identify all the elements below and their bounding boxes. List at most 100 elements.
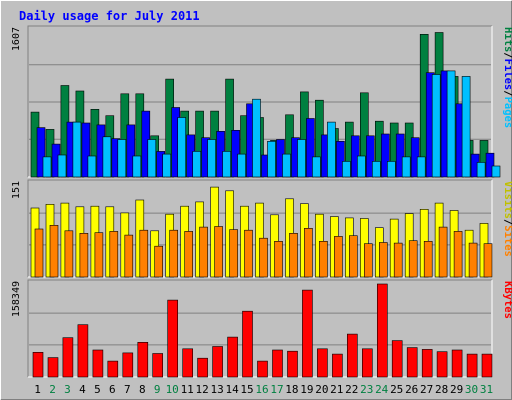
bar-kbytes-day-24 xyxy=(376,283,388,378)
legend-item: Sites xyxy=(502,225,512,257)
bar-pages-day-24 xyxy=(386,161,396,178)
bar-pages-day-16 xyxy=(267,141,276,178)
bar-sites-day-22 xyxy=(348,235,358,278)
x-tick-label-28: 28 xyxy=(435,383,448,396)
bar-kbytes-day-26 xyxy=(406,347,418,378)
bar-pages-day-1 xyxy=(42,156,52,178)
panel-bevel-dark xyxy=(27,25,492,177)
bar-pages-day-27 xyxy=(431,74,441,178)
legend-item: Pages xyxy=(502,97,512,129)
x-tick-label-30: 30 xyxy=(465,383,478,396)
bar-sites-day-31 xyxy=(483,243,493,278)
x-tick-label-17: 17 xyxy=(270,383,283,396)
bar-kbytes-day-19 xyxy=(302,289,313,378)
x-axis-labels: 1 2 3 4 5 6 7 8 9 10 11 12 13 14 15 16 17 18 19 20 21 22 23 24 2… xyxy=(34,383,493,396)
bar-pages-day-3 xyxy=(72,121,82,178)
bar-kbytes-day-29 xyxy=(451,349,463,378)
bar-kbytes-day-8 xyxy=(137,341,149,378)
scale-label: 151 xyxy=(11,181,22,199)
bar-pages-day-26 xyxy=(416,156,426,178)
panel-bevel-dark xyxy=(27,279,492,377)
bar-sites-day-25 xyxy=(393,242,403,278)
scale-label: 158349 xyxy=(11,281,22,317)
chart-panels: 1607 151 158349 xyxy=(11,25,501,378)
bar-pages-day-28 xyxy=(446,70,456,178)
legend-pages-files-hits: Hits/Files/Pages xyxy=(502,27,512,128)
legend-item: / xyxy=(502,219,512,225)
bar-sites-day-13 xyxy=(214,226,223,278)
bar-pages-day-6 xyxy=(117,139,127,178)
bar-pages-day-9 xyxy=(162,153,171,178)
bar-kbytes-day-31 xyxy=(481,353,493,378)
bars-pages-files-hits xyxy=(30,32,501,178)
legend-kbytes: KBytes xyxy=(502,281,512,319)
bar-sites-day-7 xyxy=(124,234,134,278)
bar-pages-day-7 xyxy=(132,155,142,178)
bar-pages-day-17 xyxy=(282,153,291,178)
bar-pages-day-13 xyxy=(222,151,231,178)
x-tick-label-9: 9 xyxy=(154,383,161,396)
bar-kbytes-day-30 xyxy=(466,353,478,378)
bar-pages-day-10 xyxy=(177,117,186,178)
bar-kbytes-day-16 xyxy=(257,360,268,378)
legend-item: KBytes xyxy=(502,281,512,319)
bar-sites-day-17 xyxy=(274,241,283,278)
bar-kbytes-day-12 xyxy=(197,357,208,378)
x-tick-label-14: 14 xyxy=(225,383,239,396)
bar-files-day-24 xyxy=(380,133,390,178)
bar-kbytes-day-15 xyxy=(242,310,253,378)
scale-label: 1607 xyxy=(11,27,22,51)
bar-sites-day-10 xyxy=(169,229,178,278)
bar-pages-day-30 xyxy=(476,162,486,178)
bar-sites-day-21 xyxy=(334,236,343,278)
bar-pages-day-18 xyxy=(297,139,306,178)
legend-item: Hits xyxy=(502,27,512,52)
bar-sites-day-16 xyxy=(259,237,268,278)
bar-sites-day-20 xyxy=(319,241,328,278)
bar-kbytes-day-22 xyxy=(346,333,358,378)
bar-kbytes-day-25 xyxy=(391,340,403,378)
bar-kbytes-day-20 xyxy=(317,348,328,378)
bar-pages-day-11 xyxy=(192,151,201,178)
bar-kbytes-day-11 xyxy=(182,348,193,378)
bar-kbytes-day-18 xyxy=(287,350,298,378)
bar-kbytes-day-6 xyxy=(107,360,119,378)
bar-sites-day-24 xyxy=(378,242,388,278)
legend-visits-sites: Visits/Sites xyxy=(502,181,512,257)
bar-sites-day-19 xyxy=(304,228,313,278)
x-tick-label-26: 26 xyxy=(405,383,418,396)
bars-kbytes xyxy=(32,283,493,378)
x-tick-label-13: 13 xyxy=(210,383,223,396)
x-tick-label-5: 5 xyxy=(94,383,101,396)
bar-kbytes-day-13 xyxy=(212,346,223,378)
bar-pages-day-5 xyxy=(102,136,112,178)
bar-kbytes-day-28 xyxy=(436,351,448,378)
bar-pages-day-29 xyxy=(461,76,471,178)
bar-kbytes-day-1 xyxy=(32,351,44,378)
bar-kbytes-day-5 xyxy=(92,349,104,378)
bar-sites-day-28 xyxy=(438,226,448,278)
bar-files-day-1 xyxy=(36,127,46,178)
bar-sites-day-4 xyxy=(79,233,89,278)
bar-kbytes-day-9 xyxy=(152,353,163,378)
x-tick-label-6: 6 xyxy=(109,383,116,396)
bar-sites-day-15 xyxy=(244,229,253,278)
bar-kbytes-day-10 xyxy=(167,299,178,378)
x-tick-label-21: 21 xyxy=(330,383,343,396)
bar-files-day-7 xyxy=(126,124,136,178)
x-tick-label-23: 23 xyxy=(360,383,373,396)
bar-kbytes-day-23 xyxy=(361,348,373,378)
bar-pages-day-25 xyxy=(401,156,411,178)
bar-kbytes-day-3 xyxy=(62,337,74,378)
bar-files-day-21 xyxy=(336,141,345,178)
x-tick-label-15: 15 xyxy=(240,383,253,396)
bar-sites-day-27 xyxy=(423,241,433,278)
bar-kbytes-day-21 xyxy=(332,353,343,378)
bar-sites-day-23 xyxy=(363,243,373,278)
bar-pages-day-2 xyxy=(57,154,67,178)
bar-sites-day-14 xyxy=(229,229,238,278)
legend-item: / xyxy=(502,90,512,96)
x-tick-label-12: 12 xyxy=(195,383,208,396)
